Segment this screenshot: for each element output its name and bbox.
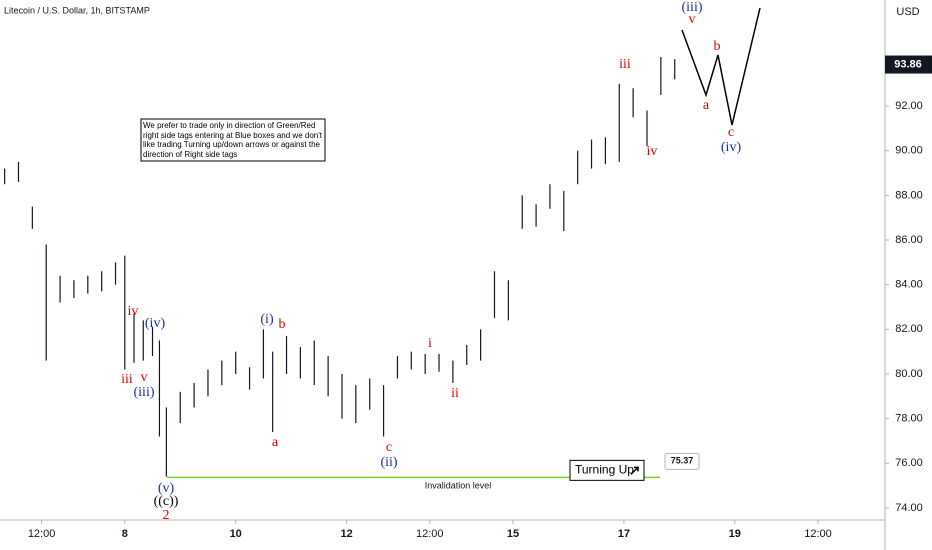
wave-label: v <box>689 12 696 27</box>
y-tick-label: 78.00 <box>895 413 923 425</box>
chart-title: Litecoin / U.S. Dollar, 1h, BITSTAMP <box>4 5 150 15</box>
wave-label: iii <box>121 372 133 387</box>
wave-label: a <box>272 435 279 450</box>
wave-label: ii <box>451 386 459 401</box>
wave-label: c <box>728 125 734 140</box>
y-tick-label: 82.00 <box>895 323 923 335</box>
invalidation-value-box <box>664 452 700 470</box>
y-tick-label: 74.00 <box>895 502 923 514</box>
wave-label: (iv) <box>145 316 166 331</box>
wave-label: (iv) <box>721 140 742 155</box>
wave-label: (i) <box>260 312 274 327</box>
note: We prefer to trade only in direction of … <box>143 121 322 159</box>
x-tick-label: 10 <box>230 528 242 540</box>
wave-label: (v) <box>158 481 175 496</box>
wave-label: (iii) <box>682 0 703 15</box>
x-tick-label: 12:00 <box>416 528 444 540</box>
wave-label: a <box>703 98 710 113</box>
x-tick-label: 12:00 <box>804 528 832 540</box>
invalidation-value: 75.37 <box>671 456 694 466</box>
wave-label: iv <box>647 144 658 159</box>
note-box <box>140 118 326 162</box>
signal-label: Turning Up <box>575 463 634 477</box>
y-tick-label: 84.00 <box>895 279 923 291</box>
last-price: 93.86 <box>894 58 922 70</box>
y-tick-label: 92.00 <box>895 100 923 112</box>
wave-label: 2 <box>163 508 170 523</box>
y-tick-label: 88.00 <box>895 189 923 201</box>
last-price-box <box>885 55 932 74</box>
wave-label: (ii) <box>380 455 397 470</box>
x-tick-label: 8 <box>122 528 128 540</box>
wave-label: (iii) <box>134 385 155 400</box>
wave-label: b <box>714 39 721 54</box>
x-tick-label: 19 <box>729 528 741 540</box>
y-tick-label: 86.00 <box>895 234 923 246</box>
x-tick-label: 17 <box>618 528 630 540</box>
projection-path <box>681 7 761 126</box>
currency-label: USD <box>896 6 919 18</box>
wave-label: i <box>428 336 432 351</box>
wave-label: c <box>386 440 392 455</box>
x-tick-label: 12:00 <box>28 528 56 540</box>
signal-box <box>569 459 645 481</box>
y-tick-label: 76.00 <box>895 457 923 469</box>
signal-arrow <box>630 466 639 475</box>
y-tick-label: 90.00 <box>895 145 923 157</box>
wave-label: b <box>279 317 286 332</box>
invalidation-label: Invalidation level <box>425 481 492 491</box>
wave-label: ((c)) <box>154 494 179 509</box>
x-tick-label: 15 <box>507 528 519 540</box>
wave-label: iv <box>128 304 139 319</box>
y-tick-label: 80.00 <box>895 368 923 380</box>
note-text: We prefer to trade only in direction of … <box>143 121 322 159</box>
x-tick-label: 12 <box>340 528 352 540</box>
wave-label: iii <box>619 57 631 72</box>
wave-label: v <box>141 370 148 385</box>
